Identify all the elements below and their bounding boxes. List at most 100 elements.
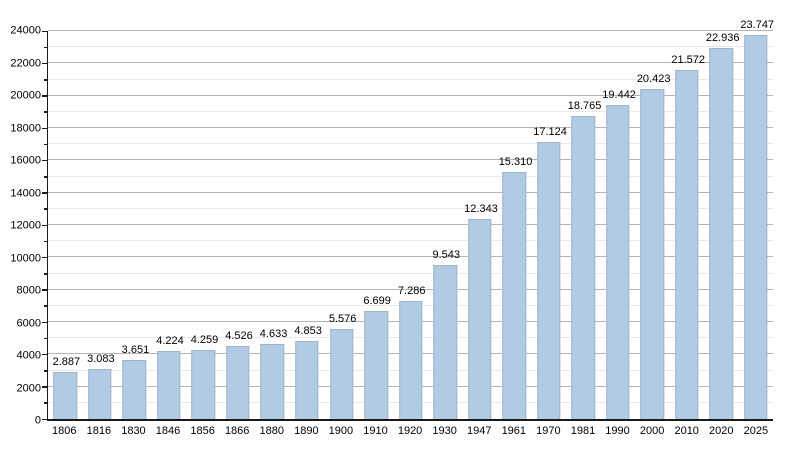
bar-1981: [571, 115, 595, 419]
gridline-minor: [48, 272, 773, 274]
gridline-minor: [48, 207, 773, 209]
x-axis-tick-label: 1920: [397, 425, 423, 437]
bar-value-label: 22.936: [705, 32, 740, 45]
bar-value-label: 4.526: [225, 329, 253, 342]
y-axis-tick-label: 8000: [16, 284, 41, 297]
x-axis-tick-label: 1947: [466, 425, 492, 437]
bar-value-label: 4.633: [259, 328, 288, 341]
x-axis-tick-label: 1910: [363, 425, 388, 437]
x-axis-tick-label: 1880: [259, 425, 284, 437]
x-axis-tick-label: 2010: [674, 425, 699, 437]
bar-2025: [744, 35, 768, 419]
bar-slot: 4.259: [186, 31, 221, 419]
x-axis-tick-label: 2025: [743, 425, 769, 437]
bar-1890: [295, 340, 319, 419]
y-tick-minor: [44, 240, 47, 243]
bar-value-label: 18.765: [567, 99, 602, 112]
y-axis-tick-label: 6000: [16, 317, 41, 329]
gridline-major: [48, 159, 773, 161]
bar-slot: 3.083: [83, 31, 118, 419]
y-tick-minor: [44, 46, 47, 49]
x-axis-tick-label: 1961: [501, 425, 527, 437]
bar-1970: [536, 142, 561, 419]
gridline-major: [48, 224, 773, 225]
x-axis-tick-label: 1970: [536, 425, 561, 437]
bar-value-label: 3.083: [87, 353, 115, 366]
y-tick-minor: [44, 143, 47, 146]
y-tick-major: [42, 127, 47, 129]
gridline-major: [48, 256, 773, 258]
bar-slot: 4.224: [152, 31, 187, 419]
y-tick-major: [42, 30, 47, 32]
bar-1910: [364, 310, 388, 419]
bar-2000: [640, 88, 665, 419]
y-tick-minor: [44, 402, 47, 404]
bar-1947: [467, 219, 492, 419]
y-axis-tick-label: 12000: [10, 219, 41, 232]
y-tick-major: [42, 224, 47, 226]
bar-1990: [606, 104, 630, 419]
y-tick-minor: [44, 176, 47, 178]
y-tick-major: [42, 159, 47, 162]
bar-slot: 17.124: [531, 31, 567, 419]
plot-area: 2.887 3.083 3.651 4.224 4.259 4.526 4.633 4.853…: [42, 20, 774, 421]
y-tick-major: [42, 386, 47, 388]
y-tick-major: [42, 289, 47, 291]
bar-slot: 18.765: [566, 31, 601, 419]
bar-slot: 15.310: [497, 31, 532, 419]
y-tick-major: [42, 62, 47, 65]
y-tick-major: [42, 256, 47, 259]
bar-slot: 2.887: [48, 31, 83, 419]
bar-1920: [398, 301, 423, 419]
y-axis-tick-label: 22000: [10, 57, 41, 69]
x-axis-tick-label: 2020: [709, 425, 734, 437]
bar-value-label: 20.423: [636, 72, 671, 85]
bar-slot: 4.526: [221, 31, 256, 419]
bar-1900: [329, 328, 354, 419]
bar-2010: [675, 70, 699, 419]
x-axis-tick-label: 1856: [190, 425, 215, 437]
y-axis-tick-label: 2000: [16, 382, 41, 395]
bar-1961: [502, 171, 526, 419]
gridline-major: [48, 191, 773, 193]
y-tick-major: [42, 321, 47, 323]
y-tick-minor: [44, 111, 47, 113]
gridline-minor: [48, 143, 773, 145]
x-axis-tick-label: 1816: [86, 425, 112, 437]
y-tick-major: [42, 192, 47, 194]
y-axis-tick-label: 18000: [10, 122, 41, 134]
x-axis-labels: 1806 1816 1830 1846 1856 1866 1880 1890 1900 1910…: [47, 425, 773, 438]
bar-2020: [709, 48, 734, 419]
bar-value-label: 4.259: [190, 334, 219, 347]
y-tick-major: [42, 95, 47, 97]
x-axis-tick-label: 1806: [52, 425, 77, 437]
bar-1816: [88, 369, 112, 419]
y-axis-tick-label: 24000: [10, 24, 41, 37]
bar-1830: [122, 359, 147, 419]
x-axis-tick-label: 1866: [224, 425, 250, 437]
gridline-minor: [48, 240, 773, 242]
bar-value-label: 12.343: [464, 203, 498, 216]
bar-value-label: 4.224: [156, 334, 184, 347]
x-axis-tick-label: 1846: [155, 425, 181, 437]
bar-value-label: 4.853: [294, 324, 322, 337]
bar-slot: 4.633: [255, 31, 290, 419]
y-axis-tick-label: 10000: [10, 252, 41, 264]
bar-1806: [53, 372, 77, 419]
bar-value-label: 15.310: [498, 155, 533, 168]
bar-1930: [433, 264, 457, 419]
bar-slot: 21.572: [670, 31, 705, 419]
bar-slot: 5.576: [324, 31, 359, 419]
y-tick-minor: [44, 273, 47, 275]
bar-value-label: 6.699: [363, 294, 391, 307]
y-axis-tick-label: 20000: [10, 89, 41, 102]
gridline-major: [48, 288, 773, 290]
y-tick-minor: [44, 208, 47, 210]
bar-value-label: 9.543: [432, 248, 460, 261]
bars-container: 2.887 3.083 3.651 4.224 4.259 4.526 4.633 4.853…: [48, 20, 774, 419]
bar-value-label: 5.576: [328, 312, 357, 325]
gridline-major: [48, 94, 773, 96]
x-axis-tick-label: 1990: [605, 425, 630, 437]
gridline-major: [48, 127, 773, 128]
